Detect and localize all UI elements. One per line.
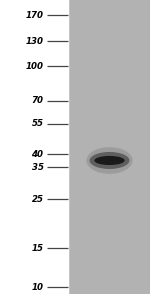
Bar [0, 0, 69, 294]
Text: 40: 40 [32, 150, 44, 159]
Text: 170: 170 [26, 11, 44, 20]
Text: 70: 70 [32, 96, 44, 105]
Text: 25: 25 [32, 195, 44, 204]
Ellipse shape [94, 156, 125, 165]
Text: 15: 15 [32, 244, 44, 253]
Text: 10: 10 [32, 283, 44, 292]
Ellipse shape [90, 152, 129, 169]
Bar [69, 0, 150, 294]
Text: 130: 130 [26, 37, 44, 46]
Ellipse shape [86, 147, 133, 174]
Text: 35: 35 [32, 163, 44, 172]
Text: 55: 55 [32, 119, 44, 128]
Text: 100: 100 [26, 62, 44, 71]
